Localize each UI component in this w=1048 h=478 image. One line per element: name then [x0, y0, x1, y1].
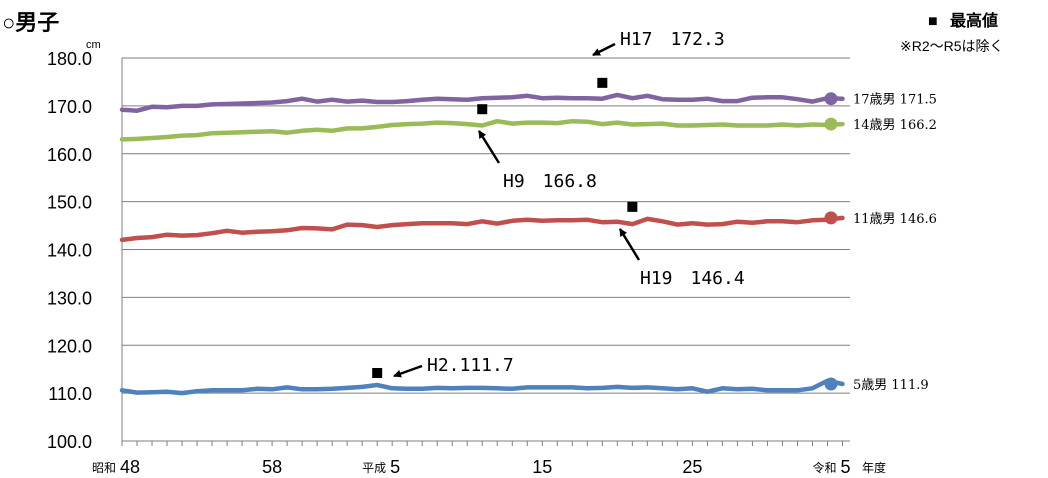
x-axis-suffix: 年度	[862, 460, 886, 475]
exclusion-note: ※R2～R5は除く	[900, 38, 1004, 54]
series-end-dot	[824, 377, 838, 391]
x-tick-label: 25	[682, 457, 702, 477]
series-end-label: 14歳男 166.2	[853, 118, 937, 133]
max-value-marker	[597, 77, 608, 88]
max-value-annotation: H17 172.3	[620, 29, 725, 50]
annotation-arrow	[393, 364, 423, 378]
y-tick-label: 150.0	[47, 193, 92, 213]
series-line	[119, 215, 845, 243]
chart-title: ○男子	[2, 10, 59, 35]
x-tick-label: 58	[262, 457, 282, 477]
max-value-annotation: H9 166.8	[503, 171, 597, 192]
series-end-dot	[824, 211, 838, 225]
max-value-marker	[372, 367, 383, 378]
x-axis: 昭和 48 58 平成 5 15 25 令和 5 年度	[92, 441, 886, 477]
y-tick-label: 180.0	[47, 49, 92, 69]
gridlines	[122, 57, 850, 442]
max-marker-legend-label: 最高値	[950, 11, 998, 30]
max-value-annotation: H19 146.4	[640, 268, 745, 289]
y-tick-label: 170.0	[47, 97, 92, 117]
y-tick-label: 140.0	[47, 241, 92, 261]
max-value-annotation: H2.111.7	[427, 355, 514, 376]
x-tick-label: 48	[120, 457, 140, 477]
y-tick-label: 110.0	[48, 384, 92, 404]
max-annotations: H17 172.3 H9 166.8 H19 146.4 H2.111.7	[372, 29, 745, 378]
series-line	[119, 378, 845, 396]
max-value-marker	[627, 201, 638, 212]
x-tick-era-label: 昭和	[92, 461, 116, 475]
y-tick-label: 130.0	[47, 288, 92, 308]
x-tick-era-label: 令和	[812, 460, 836, 475]
y-axis: 100.0 110.0 120.0 130.0 140.0 150.0 160.0 170.0…	[47, 49, 123, 452]
series-lines	[119, 92, 845, 396]
series-end-label: 11歳男 146.6	[853, 212, 937, 227]
series-end-labels: 17歳男 171.5 14歳男 166.2 11歳男 146.6 5歳男 111.9	[824, 92, 937, 393]
annotation-arrow	[477, 130, 501, 164]
x-tick-label: 15	[532, 457, 552, 477]
annotation-arrow	[592, 42, 616, 57]
series-end-label: 5歳男 111.9	[853, 378, 929, 393]
series-end-label: 17歳男 171.5	[853, 93, 937, 108]
y-tick-label: 120.0	[47, 336, 92, 356]
y-unit-label: cm	[86, 39, 101, 51]
x-tick-label: 5	[390, 457, 400, 477]
annotation-arrow	[618, 228, 641, 261]
max-value-marker	[477, 104, 488, 115]
x-tick-era-label: 平成	[362, 461, 386, 475]
series-line	[119, 92, 845, 113]
y-tick-label: 100.0	[47, 432, 92, 452]
series-end-dot	[824, 117, 838, 131]
series-line	[119, 118, 845, 142]
y-tick-label: 160.0	[47, 145, 92, 165]
max-marker-legend-symbol: ■	[928, 13, 938, 30]
series-end-dot	[824, 92, 838, 106]
x-tick-label: 5	[840, 457, 850, 477]
